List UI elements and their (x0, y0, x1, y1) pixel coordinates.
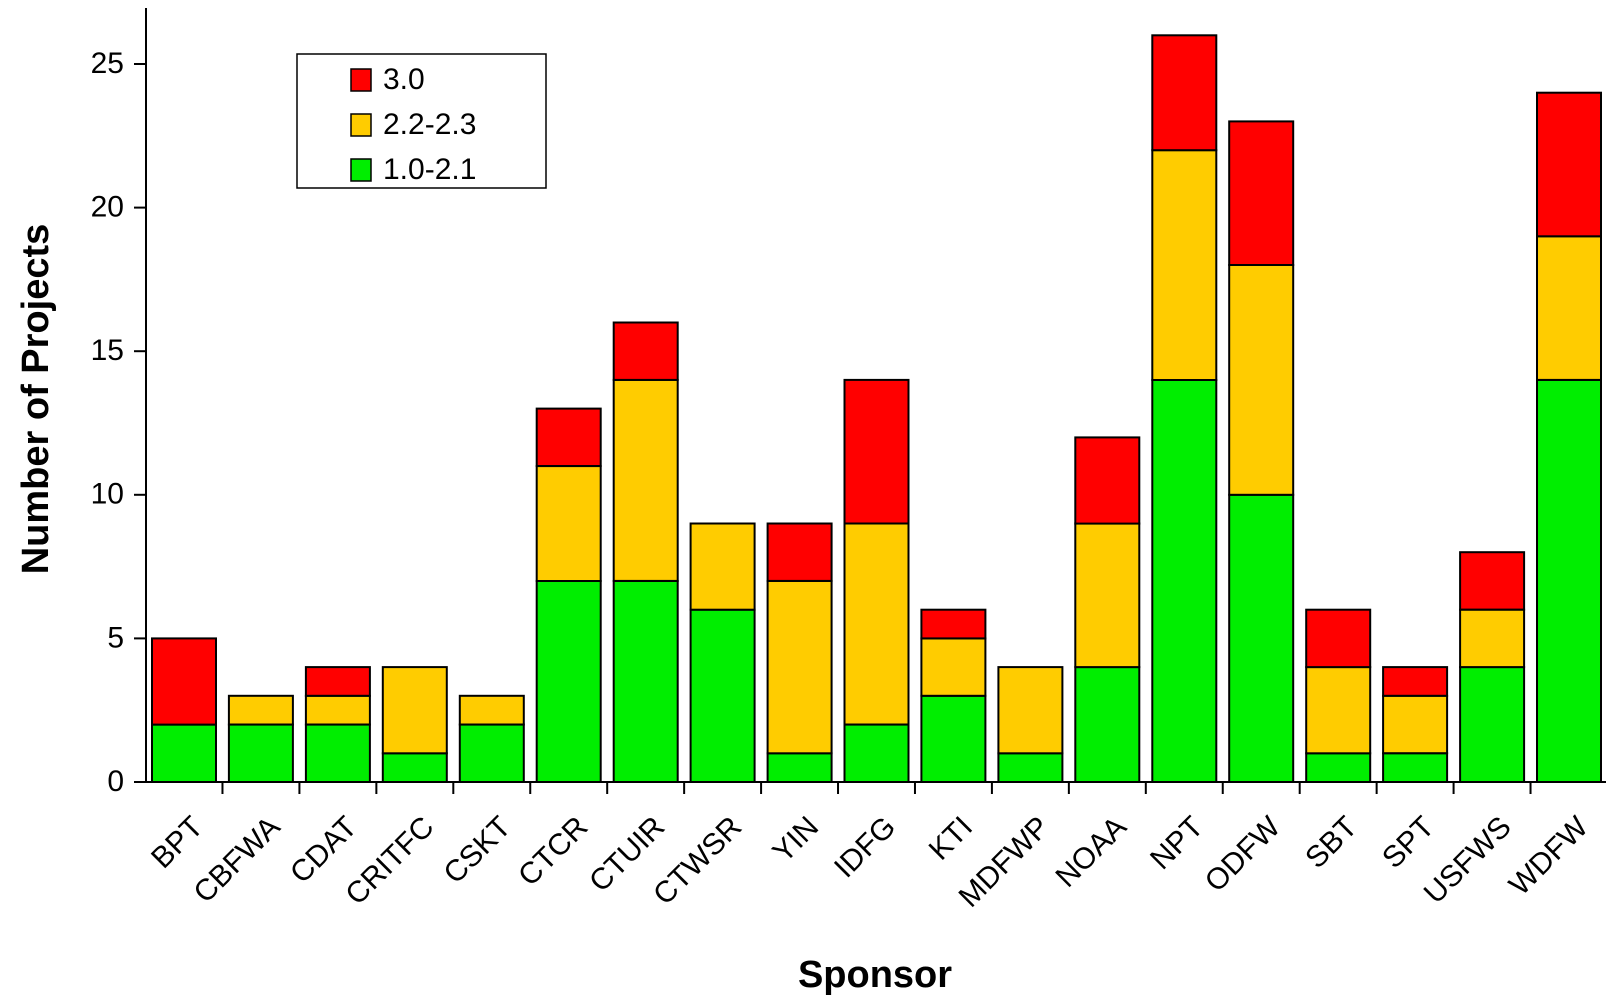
bar-sbt-2_2-2_3 (1305, 666, 1372, 755)
bar-cdat-1_0-2_1 (304, 723, 371, 783)
x-tick-label-npt: NPT (1144, 810, 1210, 876)
x-tick-label-bpt: BPT (145, 810, 210, 875)
bar-usfws-2_2-2_3 (1459, 608, 1526, 669)
x-tick-label-odfw: ODFW (1199, 810, 1288, 899)
bar-critfc-1_0-2_1 (381, 752, 448, 783)
y-tick-label-0: 0 (107, 765, 124, 798)
y-tick-label-20: 20 (91, 191, 124, 224)
bar-wdfw-2_2-2_3 (1536, 235, 1602, 381)
bar-usfws-3_0 (1459, 551, 1526, 611)
bar-kti-1_0-2_1 (920, 694, 987, 783)
bar-odfw-3_0 (1228, 120, 1295, 267)
bar-critfc-2_2-2_3 (381, 666, 448, 755)
bar-bpt-3_0 (151, 637, 217, 726)
bar-ctuir-3_0 (612, 321, 679, 381)
y-axis-title: Number of Projects (15, 224, 57, 575)
bar-npt-1_0-2_1 (1151, 378, 1218, 783)
bars-layer (151, 34, 1602, 784)
bar-cbfwa-1_0-2_1 (227, 723, 294, 783)
bar-cbfwa-2_2-2_3 (227, 694, 294, 726)
x-tick-label-cbfwa: CBFWA (187, 810, 286, 909)
bar-idfg-2_2-2_3 (843, 522, 910, 726)
bar-idfg-1_0-2_1 (843, 723, 910, 783)
bar-sbt-3_0 (1305, 608, 1372, 669)
x-tick-label-ctcr: CTCR (512, 810, 594, 892)
bar-yin-2_2-2_3 (766, 580, 833, 755)
bar-usfws-1_0-2_1 (1459, 666, 1526, 783)
bar-cskt-2_2-2_3 (458, 694, 525, 726)
bar-sbt-1_0-2_1 (1305, 752, 1372, 783)
bar-npt-3_0 (1151, 34, 1218, 152)
x-tick-label-spt: SPT (1376, 810, 1441, 875)
bar-odfw-2_2-2_3 (1228, 264, 1295, 496)
bar-ctwsr-2_2-2_3 (689, 522, 756, 611)
x-axis-title: Sponsor (798, 954, 952, 996)
legend: 3.0 2.2-2.3 1.0-2.1 (296, 53, 547, 189)
bar-cskt-1_0-2_1 (458, 723, 525, 783)
y-tick-label-25: 25 (91, 47, 124, 80)
y-tick-label-10: 10 (91, 478, 124, 511)
legend-box (296, 53, 547, 189)
bar-npt-2_2-2_3 (1151, 149, 1218, 381)
bar-wdfw-1_0-2_1 (1536, 378, 1602, 783)
x-tick-label-cskt: CSKT (438, 810, 518, 890)
bar-mdfwp-1_0-2_1 (997, 752, 1064, 783)
y-tick-label-5: 5 (107, 621, 124, 654)
bar-yin-3_0 (766, 522, 833, 582)
x-tick-label-kti: KTI (923, 810, 979, 866)
y-tick-label-15: 15 (91, 334, 124, 367)
bar-ctcr-3_0 (535, 407, 602, 468)
legend-label-2_2-2_3: 2.2-2.3 (383, 108, 476, 141)
bar-bpt-1_0-2_1 (151, 723, 217, 783)
bar-noaa-1_0-2_1 (1074, 666, 1141, 783)
bar-spt-3_0 (1382, 666, 1449, 697)
bar-ctuir-1_0-2_1 (612, 580, 679, 783)
legend-swatch-1_0-2_1 (350, 158, 372, 182)
legend-swatch-3_0 (350, 68, 372, 92)
bar-cdat-3_0 (304, 666, 371, 697)
x-tick-label-yin: YIN (767, 810, 826, 869)
legend-label-1_0-2_1: 1.0-2.1 (383, 153, 476, 186)
x-tick-label-noaa: NOAA (1050, 810, 1133, 893)
bar-spt-1_0-2_1 (1382, 752, 1449, 783)
legend-label-3_0: 3.0 (383, 63, 425, 96)
bar-mdfwp-2_2-2_3 (997, 666, 1064, 755)
bar-spt-2_2-2_3 (1382, 694, 1449, 755)
bar-yin-1_0-2_1 (766, 752, 833, 783)
bar-noaa-3_0 (1074, 436, 1141, 525)
bar-noaa-2_2-2_3 (1074, 522, 1141, 669)
x-tick-label-usfws: USFWS (1418, 810, 1518, 910)
x-tick-label-sbt: SBT (1299, 810, 1364, 875)
bar-ctcr-2_2-2_3 (535, 465, 602, 583)
bar-kti-3_0 (920, 608, 987, 640)
x-tick-label-idfg: IDFG (828, 810, 902, 884)
bar-ctwsr-1_0-2_1 (689, 608, 756, 784)
x-tick-label-wdfw: WDFW (1503, 810, 1595, 902)
bar-idfg-3_0 (843, 378, 910, 525)
legend-swatch-2_2-2_3 (350, 113, 372, 137)
bar-ctcr-1_0-2_1 (535, 580, 602, 783)
bar-ctuir-2_2-2_3 (612, 378, 679, 582)
bar-cdat-2_2-2_3 (304, 694, 371, 726)
bar-wdfw-3_0 (1536, 91, 1602, 238)
bar-kti-2_2-2_3 (920, 637, 987, 697)
bar-odfw-1_0-2_1 (1228, 493, 1295, 783)
